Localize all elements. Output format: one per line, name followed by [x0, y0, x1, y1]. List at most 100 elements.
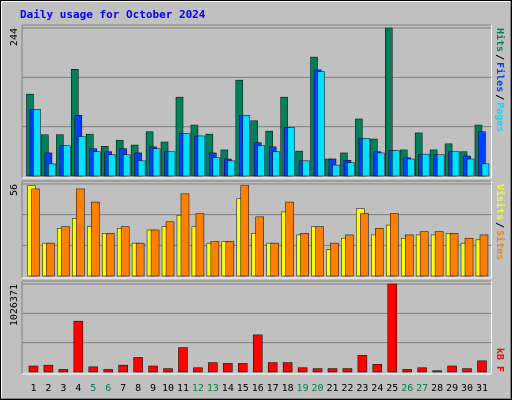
bar	[210, 241, 220, 277]
bar	[193, 367, 203, 373]
bar	[120, 226, 130, 277]
bar	[152, 148, 161, 177]
bar	[33, 109, 41, 177]
y-tick-label: 56	[9, 184, 20, 196]
bar	[285, 201, 294, 277]
bar	[481, 163, 490, 177]
bar	[46, 242, 55, 277]
bar	[78, 136, 86, 177]
bar	[103, 369, 113, 373]
x-tick-label: 22	[341, 383, 353, 394]
bar	[43, 364, 54, 373]
bar	[419, 231, 429, 277]
x-tick-label: 21	[326, 383, 338, 394]
bar	[63, 145, 71, 177]
bar	[449, 233, 459, 277]
bar	[312, 368, 323, 373]
x-tick-label: 12	[192, 383, 204, 394]
bar	[267, 362, 278, 373]
x-tick-label: 29	[446, 383, 458, 394]
bar	[347, 162, 355, 177]
legend-entry: Hits	[494, 28, 506, 52]
bar	[447, 365, 457, 373]
bar	[404, 234, 414, 277]
bar	[255, 216, 264, 277]
bar	[421, 153, 430, 177]
bar	[252, 334, 263, 373]
bar	[91, 201, 100, 277]
bar	[357, 355, 368, 373]
bar	[197, 135, 206, 177]
legend: Hits / Files / Pages	[494, 28, 506, 132]
x-tick-label: 4	[75, 383, 81, 394]
x-tick-label: 8	[135, 383, 141, 394]
bar	[377, 152, 385, 177]
bar	[148, 365, 158, 373]
legend-separator: /	[494, 94, 505, 100]
bar	[28, 365, 39, 373]
bar	[297, 367, 308, 373]
bar	[208, 362, 218, 373]
legend-entry: kB F	[494, 348, 505, 372]
x-tick-label: 28	[431, 383, 443, 394]
bar	[167, 151, 176, 177]
bar	[31, 188, 40, 277]
legend: kB F	[494, 348, 505, 372]
x-tick-label: 10	[162, 383, 174, 394]
y-tick-label: 1026371	[9, 284, 20, 326]
legend-entry: Visits	[494, 184, 506, 220]
bar	[223, 363, 233, 373]
bar	[212, 157, 221, 177]
bar	[462, 368, 472, 373]
bar	[477, 360, 487, 373]
bar	[392, 150, 400, 177]
x-tick-label: 30	[461, 383, 473, 394]
x-tick-label: 31	[476, 383, 488, 394]
bar	[225, 241, 235, 277]
bar	[287, 127, 295, 177]
bar	[406, 158, 415, 177]
bar	[48, 163, 56, 177]
x-tick-label: 24	[371, 383, 383, 394]
bar	[227, 160, 236, 177]
bar	[122, 154, 131, 177]
bar	[417, 367, 427, 373]
x-tick-label: 5	[90, 383, 96, 394]
x-tick-label: 7	[120, 383, 126, 394]
x-tick-label: 25	[386, 383, 398, 394]
bar	[118, 364, 128, 373]
legend-entry: Sites	[494, 230, 506, 260]
x-tick-label: 9	[150, 383, 156, 394]
bar	[76, 188, 85, 277]
bar	[479, 234, 489, 277]
bar	[432, 370, 442, 373]
x-tick-label: 1	[30, 383, 36, 394]
bar	[332, 164, 340, 177]
bar	[61, 226, 70, 277]
bar	[372, 364, 383, 373]
bar	[133, 357, 143, 373]
bar	[272, 151, 280, 177]
bar	[178, 347, 188, 373]
bar	[165, 221, 175, 277]
bar	[317, 71, 325, 177]
x-tick-label: 17	[267, 383, 279, 394]
bar	[330, 242, 339, 277]
legend-entry: Pages	[494, 102, 505, 132]
bar	[135, 242, 145, 277]
x-tick-label: 23	[356, 383, 368, 394]
bar	[300, 233, 309, 277]
bar	[238, 363, 248, 373]
bar	[93, 151, 101, 177]
bar	[180, 193, 190, 277]
x-tick-label: 16	[252, 383, 264, 394]
x-tick-label: 26	[401, 383, 413, 394]
bar	[302, 160, 310, 177]
bar	[242, 115, 251, 177]
bar	[182, 133, 191, 177]
x-tick-label: 14	[222, 383, 234, 394]
legend: Visits / Sites	[494, 184, 506, 260]
bar	[107, 154, 116, 177]
bar	[257, 145, 265, 177]
x-tick-label: 27	[416, 383, 428, 394]
